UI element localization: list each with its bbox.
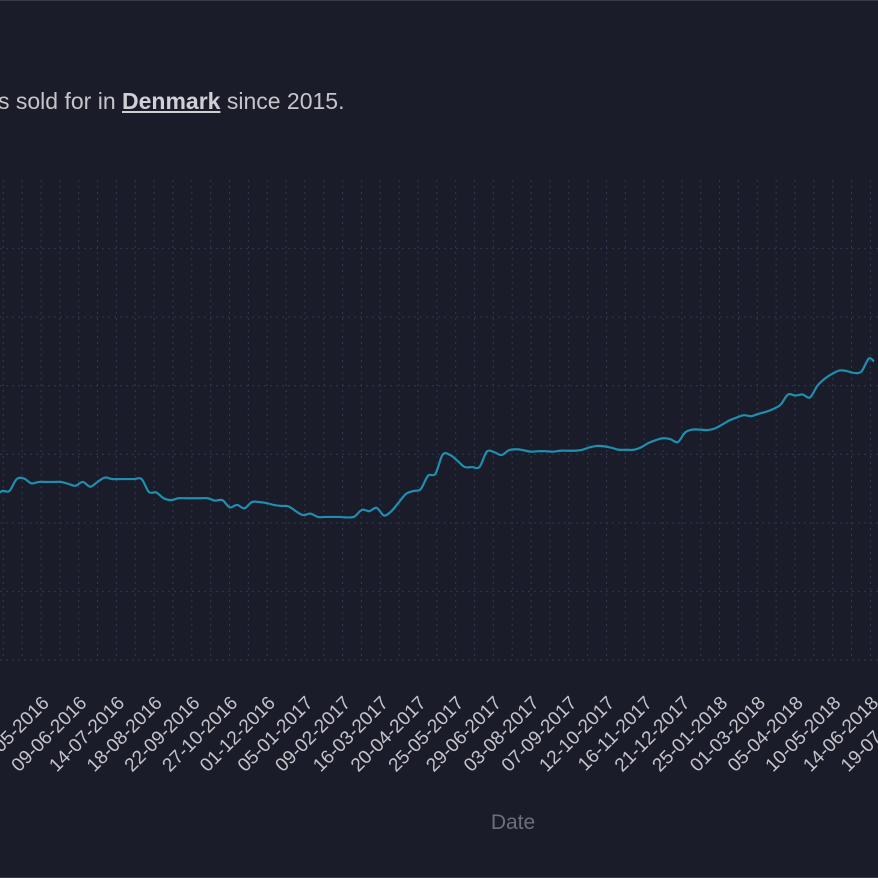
line-layer xyxy=(0,357,875,519)
top-border xyxy=(0,0,878,1)
x-tick-labels: 05-05-201609-06-201614-07-201618-08-2016… xyxy=(0,693,878,777)
series-line-0 xyxy=(0,357,875,519)
x-axis-title: Date xyxy=(491,811,535,834)
chart-description: s sold for in Denmark since 2015. xyxy=(0,88,344,115)
country-link[interactable]: Denmark xyxy=(122,88,221,114)
description-prefix: s sold for in xyxy=(0,88,122,114)
description-suffix: since 2015. xyxy=(220,88,345,114)
grid xyxy=(0,180,878,661)
